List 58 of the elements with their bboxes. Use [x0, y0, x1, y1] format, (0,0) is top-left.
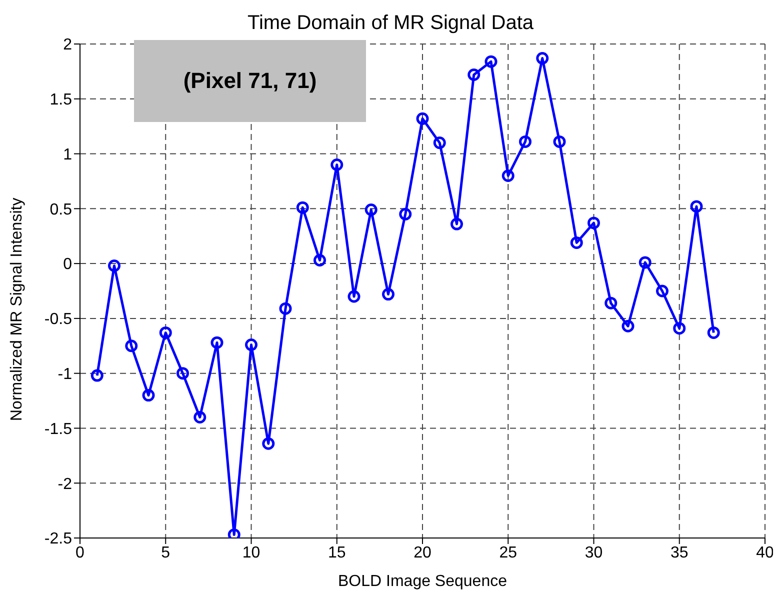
point	[245, 338, 258, 352]
point	[262, 437, 275, 450]
x-axis-title: BOLD Image Sequence	[338, 573, 508, 590]
point	[330, 158, 344, 172]
x-tick-label: 40	[756, 544, 774, 562]
y-tick-label: -1	[58, 366, 72, 384]
x-tick-label: 10	[242, 544, 260, 562]
point	[279, 302, 292, 315]
point	[90, 369, 104, 382]
point	[159, 326, 172, 339]
point	[382, 288, 394, 301]
point	[588, 216, 600, 230]
point	[536, 52, 549, 65]
point	[210, 336, 224, 349]
x-tick-label: 0	[76, 544, 85, 562]
point	[176, 367, 189, 380]
point	[142, 389, 155, 402]
y-tick-label: 0.5	[50, 201, 72, 218]
y-tick-label: 1	[63, 146, 72, 164]
y-tick-label: 0	[63, 256, 72, 274]
point	[519, 135, 532, 148]
point	[570, 236, 583, 249]
point	[707, 326, 720, 339]
y-tick-label: 2	[63, 36, 72, 54]
y-tick-label: -2	[58, 476, 72, 493]
x-tick-label: 30	[584, 544, 603, 562]
y-tick-label: -2.5	[44, 530, 72, 548]
point	[348, 290, 360, 303]
x-tick-label: 20	[414, 544, 432, 562]
x-tick-label: 35	[670, 544, 688, 562]
point	[468, 68, 480, 81]
point	[502, 169, 514, 182]
point	[638, 256, 652, 269]
point	[604, 296, 618, 310]
point	[296, 201, 309, 214]
point	[416, 112, 429, 125]
x-tick-label: 15	[328, 544, 346, 562]
point	[622, 320, 634, 332]
y-tick-label: -1.5	[44, 420, 72, 438]
y-tick-label: 1.5	[50, 92, 72, 109]
x-tick-label: 5	[161, 544, 170, 562]
point	[194, 410, 206, 424]
chart-title: Time Domain of MR Signal Data	[246, 12, 535, 35]
point	[450, 218, 463, 230]
x-tick-label: 25	[499, 544, 518, 562]
y-axis-title: Normalized MR Signal Intensity	[8, 198, 26, 421]
point	[314, 254, 326, 267]
point	[108, 260, 120, 272]
point	[673, 322, 686, 335]
point	[433, 136, 446, 150]
point	[125, 340, 138, 352]
point	[553, 135, 566, 148]
point	[690, 200, 703, 213]
point	[484, 55, 498, 68]
point	[364, 204, 378, 216]
point	[656, 284, 668, 298]
y-tick-label: -0.5	[44, 311, 72, 328]
point	[399, 208, 412, 220]
